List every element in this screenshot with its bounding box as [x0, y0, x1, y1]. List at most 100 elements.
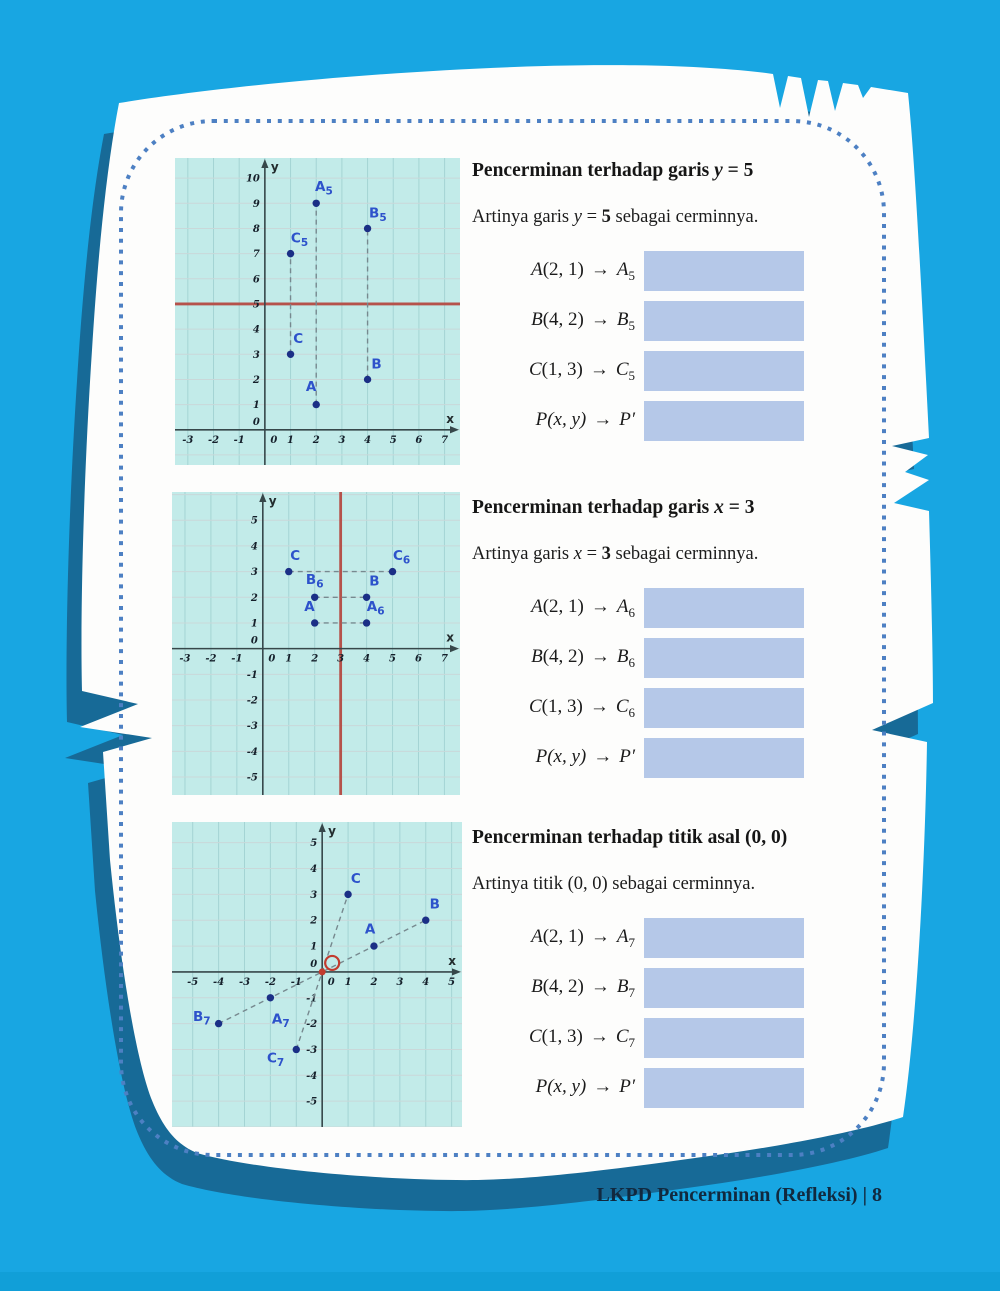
svg-text:3: 3 — [251, 567, 258, 578]
arrow-glyph: → — [593, 1075, 613, 1097]
equation-row: P(x, y) → P′ — [472, 401, 804, 441]
answer-box[interactable] — [644, 918, 804, 958]
svg-text:-2: -2 — [208, 435, 219, 446]
svg-text:C: C — [290, 548, 300, 564]
svg-text:3: 3 — [338, 435, 345, 446]
equation-label: B(4, 2) → B7 — [531, 975, 635, 1000]
equation-label: P(x, y) → P′ — [535, 745, 635, 767]
svg-text:2: 2 — [310, 654, 318, 665]
section-subtitle: Artinya garis x = 3 sebagai cerminnya. — [472, 544, 759, 564]
equation-label: A(2, 1) → A5 — [531, 258, 635, 283]
svg-text:-2: -2 — [205, 654, 216, 665]
svg-text:2: 2 — [312, 435, 320, 446]
svg-text:-3: -3 — [306, 1045, 317, 1056]
svg-text:C: C — [293, 331, 303, 347]
equation-label: C(1, 3) → C5 — [528, 358, 635, 383]
svg-text:-5: -5 — [306, 1097, 317, 1108]
svg-text:x: x — [446, 631, 454, 645]
svg-text:4: 4 — [253, 325, 260, 336]
svg-text:6: 6 — [415, 435, 422, 446]
svg-text:0: 0 — [310, 959, 317, 970]
svg-text:1: 1 — [285, 654, 292, 665]
svg-text:-2: -2 — [306, 1019, 317, 1030]
section-subtitle: Artinya garis y = 5 sebagai cerminnya. — [472, 207, 759, 227]
answer-box[interactable] — [644, 401, 804, 441]
answer-box[interactable] — [644, 688, 804, 728]
svg-text:B: B — [430, 897, 440, 913]
svg-text:2: 2 — [369, 977, 377, 988]
svg-text:0: 0 — [253, 417, 260, 428]
arrow-glyph: → — [590, 975, 610, 997]
arrow-glyph: → — [590, 595, 610, 617]
section-title: Pencerminan terhadap titik asal (0, 0) — [472, 827, 788, 848]
svg-text:5: 5 — [389, 654, 396, 665]
svg-text:4: 4 — [251, 541, 258, 552]
arrow-glyph: → — [589, 695, 609, 717]
svg-text:5: 5 — [310, 838, 317, 849]
equation-row: P(x, y) → P′ — [472, 1068, 804, 1108]
svg-text:3: 3 — [396, 977, 403, 988]
svg-text:0: 0 — [270, 435, 277, 446]
svg-text:y: y — [328, 824, 336, 838]
svg-text:B: B — [371, 356, 381, 372]
equation-row: A(2, 1) → A7 — [472, 918, 804, 958]
svg-text:y: y — [271, 160, 279, 174]
svg-text:6: 6 — [415, 654, 422, 665]
svg-text:A: A — [304, 599, 315, 615]
answer-box[interactable] — [644, 1068, 804, 1108]
equation-label: P(x, y) → P′ — [535, 408, 635, 430]
svg-text:2: 2 — [252, 375, 260, 386]
svg-text:y: y — [269, 494, 277, 508]
equation-row: A(2, 1) → A5 — [472, 251, 804, 291]
svg-text:4: 4 — [310, 864, 317, 875]
svg-text:-3: -3 — [239, 977, 250, 988]
arrow-glyph: → — [590, 308, 610, 330]
equation-row: B(4, 2) → B6 — [472, 638, 804, 678]
arrow-glyph: → — [593, 408, 613, 430]
section-subtitle: Artinya titik (0, 0) sebagai cerminnya. — [472, 874, 756, 894]
arrow-glyph: → — [590, 645, 610, 667]
svg-text:-5: -5 — [247, 773, 258, 784]
equation-label: A(2, 1) → A6 — [531, 595, 635, 620]
answer-box[interactable] — [644, 301, 804, 341]
svg-text:5: 5 — [251, 516, 258, 527]
equation-row: B(4, 2) → B7 — [472, 968, 804, 1008]
equation-row: C(1, 3) → C5 — [472, 351, 804, 391]
arrow-glyph: → — [589, 1025, 609, 1047]
svg-text:-2: -2 — [247, 695, 258, 706]
svg-text:7: 7 — [253, 249, 260, 260]
answer-box[interactable] — [644, 588, 804, 628]
equation-label: A(2, 1) → A7 — [531, 925, 635, 950]
svg-text:4: 4 — [363, 654, 370, 665]
svg-text:5: 5 — [448, 977, 455, 988]
section-title: Pencerminan terhadap garis y = 5 — [472, 160, 754, 181]
equation-label: P(x, y) → P′ — [535, 1075, 635, 1097]
svg-text:8: 8 — [253, 224, 260, 235]
coordinate-graph-origin: xy-5 -4 -3 -2 -1 0 1 2 3 4 5-5-4-3-2-1012345ABCA7B… — [172, 822, 462, 1127]
answer-box[interactable] — [644, 638, 804, 678]
answer-box[interactable] — [644, 738, 804, 778]
arrow-glyph: → — [589, 358, 609, 380]
svg-text:5: 5 — [390, 435, 397, 446]
answer-box[interactable] — [644, 1018, 804, 1058]
page-bottom-strip — [0, 1272, 1000, 1291]
page-footer: LKPD Pencerminan (Refleksi) | 8 — [596, 1184, 882, 1206]
section-title: Pencerminan terhadap garis x = 3 — [472, 497, 755, 518]
answer-box[interactable] — [644, 351, 804, 391]
svg-text:3: 3 — [253, 350, 260, 361]
answer-box[interactable] — [644, 968, 804, 1008]
svg-text:0: 0 — [268, 654, 275, 665]
svg-text:3: 3 — [310, 890, 317, 901]
svg-text:-4: -4 — [306, 1071, 317, 1082]
svg-text:B: B — [369, 573, 379, 589]
svg-text:4: 4 — [364, 435, 371, 446]
answer-box[interactable] — [644, 251, 804, 291]
svg-text:3: 3 — [337, 654, 344, 665]
svg-text:A: A — [306, 379, 317, 395]
svg-text:-1: -1 — [234, 435, 245, 446]
svg-text:7: 7 — [441, 435, 448, 446]
svg-text:-1: -1 — [247, 670, 258, 681]
equation-row: P(x, y) → P′ — [472, 738, 804, 778]
equation-row: C(1, 3) → C7 — [472, 1018, 804, 1058]
